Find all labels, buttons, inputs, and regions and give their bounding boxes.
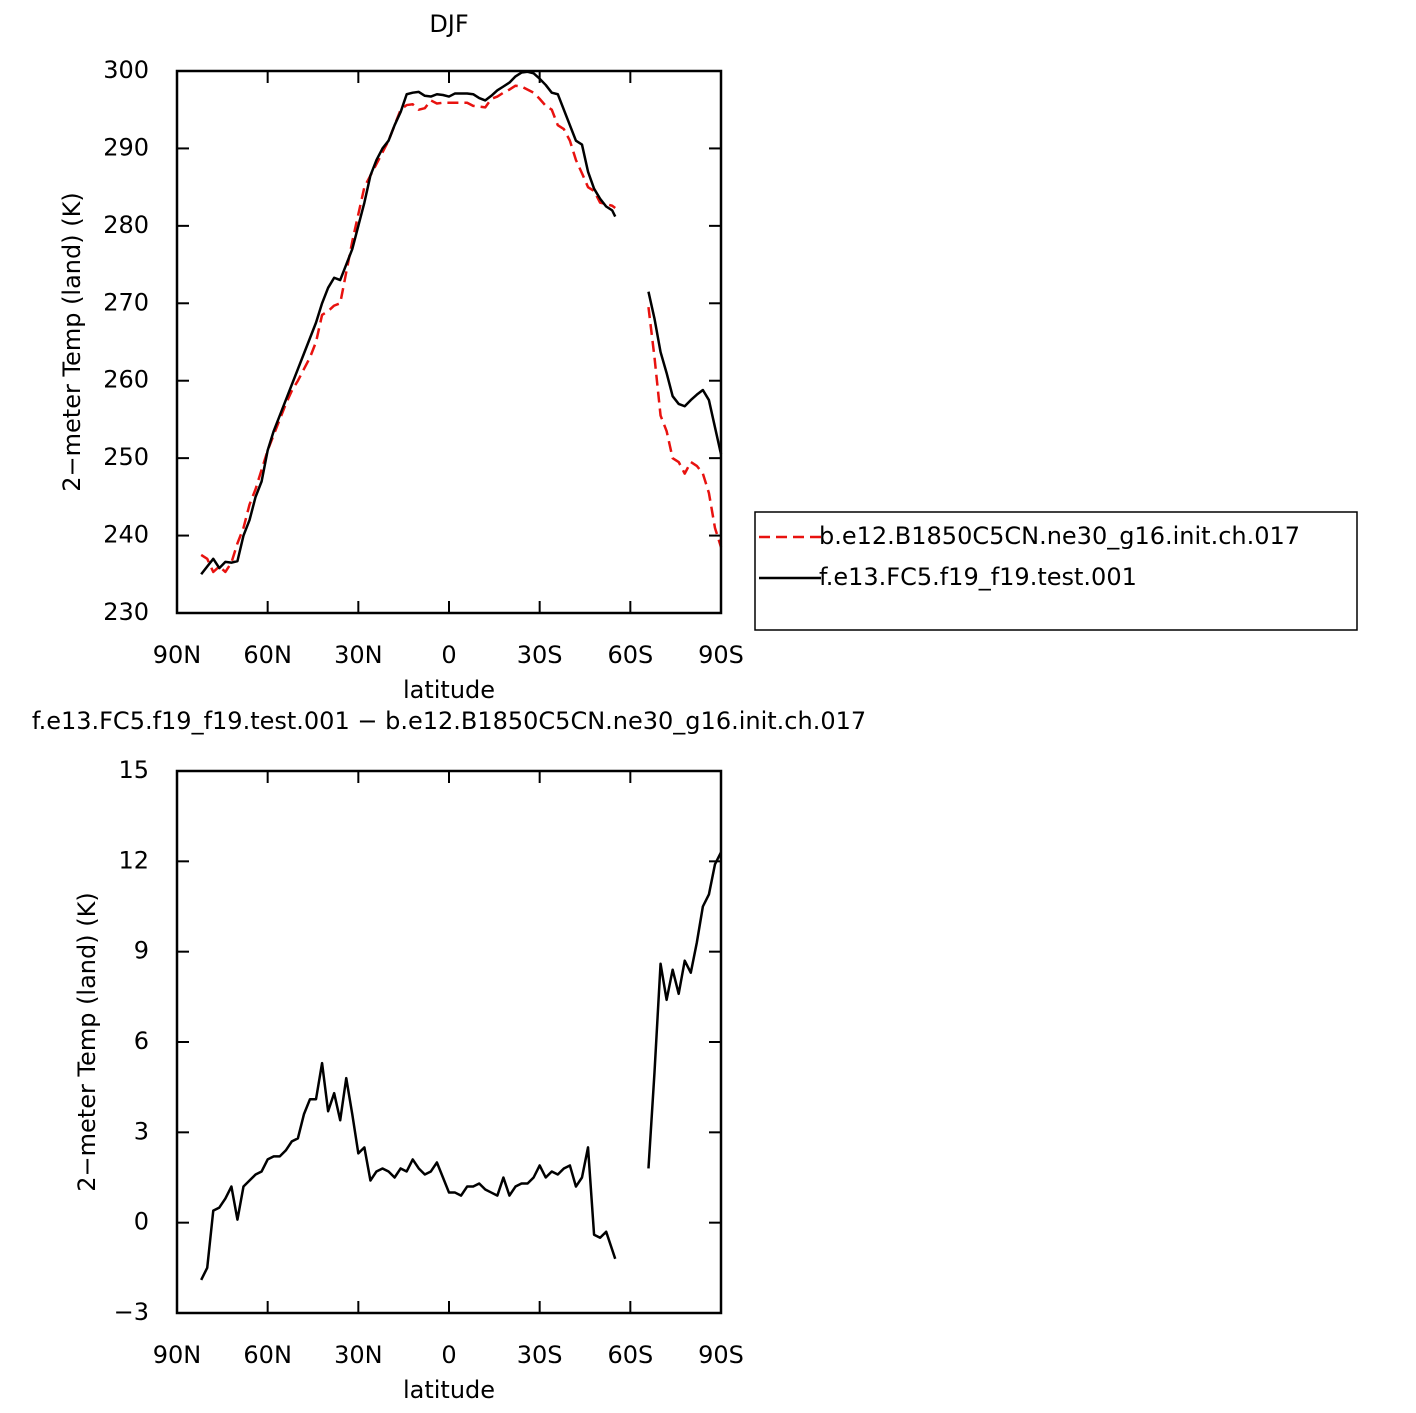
x-tick-label: 90S	[698, 641, 744, 669]
x-tick-label: 90S	[698, 1341, 744, 1369]
x-tick-label: 60N	[243, 1341, 292, 1369]
y-tick-label: 9	[134, 937, 149, 965]
y-tick-label: 3	[134, 1117, 149, 1145]
plot-frame	[175, 69, 723, 615]
data-line	[200, 84, 723, 574]
y-axis-label: 2−meter Temp (land) (K)	[73, 892, 101, 1191]
y-tick-label: 6	[134, 1027, 149, 1055]
x-tick-label: 60S	[607, 641, 653, 669]
y-tick-label: 300	[103, 56, 149, 84]
x-tick-label: 60S	[607, 1341, 653, 1369]
data-line	[200, 851, 723, 1281]
y-tick-label: −3	[114, 1298, 149, 1326]
legend-label: b.e12.B1850C5CN.ne30_g16.init.ch.017	[819, 522, 1300, 550]
x-axis-label: latitude	[403, 1376, 495, 1404]
x-tick-label: 60N	[243, 641, 292, 669]
y-tick-label: 270	[103, 288, 149, 316]
chart-title: f.e13.FC5.f19_f19.test.001 − b.e12.B1850…	[32, 707, 866, 735]
x-axis-label: latitude	[403, 676, 495, 704]
x-tick-label: 30S	[517, 641, 563, 669]
x-tick-label: 90N	[153, 641, 202, 669]
x-tick-label: 30N	[334, 1341, 383, 1369]
y-tick-label: 0	[134, 1208, 149, 1236]
y-tick-label: 15	[118, 756, 149, 784]
x-tick-label: 30S	[517, 1341, 563, 1369]
data-line	[200, 70, 723, 576]
chart-title: DJF	[429, 10, 468, 38]
x-tick-label: 90N	[153, 1341, 202, 1369]
y-tick-label: 12	[118, 846, 149, 874]
y-tick-label: 240	[103, 521, 149, 549]
legend-label: f.e13.FC5.f19_f19.test.001	[819, 563, 1137, 591]
y-tick-label: 230	[103, 598, 149, 626]
y-tick-label: 260	[103, 366, 149, 394]
y-tick-label: 280	[103, 211, 149, 239]
y-tick-label: 290	[103, 133, 149, 161]
legend-box	[754, 511, 1358, 631]
y-tick-label: 250	[103, 443, 149, 471]
y-axis-label: 2−meter Temp (land) (K)	[58, 192, 86, 491]
plot-frame	[175, 769, 723, 1315]
x-tick-label: 30N	[334, 641, 383, 669]
x-tick-label: 0	[441, 641, 456, 669]
x-tick-label: 0	[441, 1341, 456, 1369]
